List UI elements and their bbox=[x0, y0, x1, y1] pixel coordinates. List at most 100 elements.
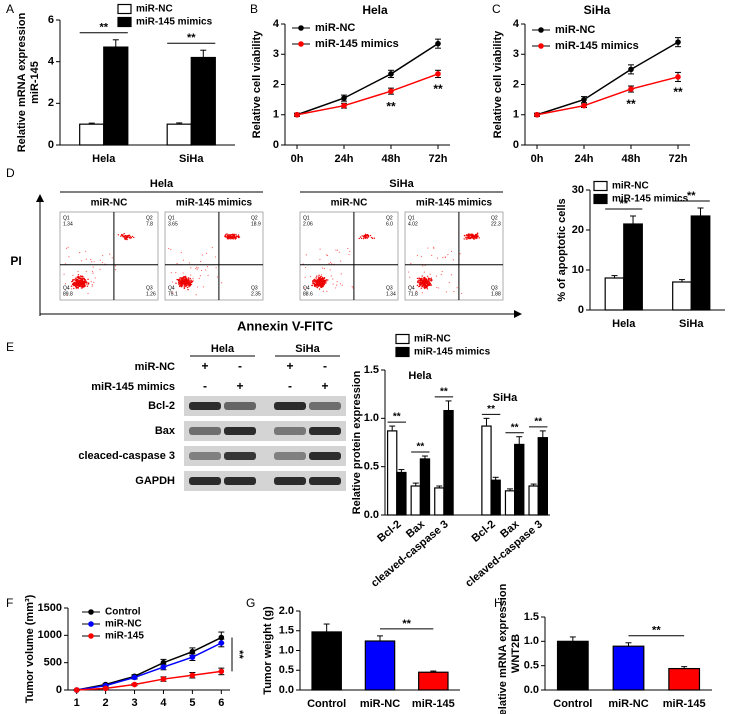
dot bbox=[365, 236, 367, 239]
dot bbox=[311, 280, 314, 282]
y-tick-label: 0 bbox=[578, 304, 584, 316]
y-axis-label: Relative protein expression bbox=[351, 370, 363, 514]
y-tick-label: 3 bbox=[513, 48, 519, 60]
dot bbox=[230, 233, 233, 236]
dot bbox=[126, 236, 128, 238]
dot bbox=[176, 263, 178, 265]
y-tick-label: 0.5 bbox=[279, 664, 294, 676]
dot bbox=[358, 237, 360, 240]
x-tick-label: Control bbox=[307, 698, 346, 710]
group-label: Hela bbox=[211, 343, 235, 355]
y-tick-label: 2 bbox=[48, 97, 54, 109]
dot bbox=[224, 235, 226, 237]
x-tick-label: Control bbox=[553, 698, 592, 710]
legend-label: miR-NC bbox=[555, 24, 595, 36]
blot-band bbox=[189, 402, 221, 410]
dot bbox=[81, 280, 83, 283]
dot bbox=[321, 277, 323, 280]
dot bbox=[441, 270, 443, 273]
plot-frame bbox=[59, 211, 159, 301]
blot-band bbox=[189, 427, 221, 435]
dot bbox=[189, 284, 192, 286]
dot bbox=[68, 256, 70, 258]
dot bbox=[335, 287, 337, 289]
condition-sign: - bbox=[203, 379, 207, 393]
data-point bbox=[675, 39, 681, 45]
quadrant-value: 88.6 bbox=[303, 291, 313, 297]
y-tick-label: 3 bbox=[273, 48, 279, 60]
dot bbox=[318, 274, 320, 277]
dot bbox=[221, 282, 223, 284]
bar bbox=[364, 640, 396, 691]
dot bbox=[424, 279, 427, 281]
legend-marker bbox=[298, 41, 304, 47]
condition-sign: - bbox=[323, 359, 327, 373]
dot bbox=[445, 291, 447, 293]
dot bbox=[351, 286, 353, 288]
legend-label: miR-145 mimics bbox=[414, 347, 491, 358]
quadrant-value: 2.06 bbox=[303, 221, 313, 227]
quadrant-name: Q3 bbox=[146, 285, 153, 291]
legend-swatch bbox=[395, 346, 410, 358]
dot bbox=[183, 280, 185, 282]
dot bbox=[91, 285, 93, 287]
dot bbox=[335, 249, 337, 251]
panel-letter: C bbox=[492, 2, 501, 16]
series-line bbox=[296, 73, 439, 116]
dot bbox=[472, 237, 475, 240]
x-tick-label: 2 bbox=[103, 697, 109, 709]
dot bbox=[183, 283, 185, 285]
dot bbox=[207, 274, 209, 277]
dot bbox=[304, 287, 306, 289]
dot bbox=[425, 286, 427, 288]
data-point bbox=[218, 640, 225, 646]
dot bbox=[81, 287, 84, 289]
dot bbox=[122, 235, 124, 237]
dot bbox=[304, 266, 307, 269]
dot bbox=[340, 273, 342, 275]
dot bbox=[182, 259, 185, 261]
dot bbox=[81, 284, 84, 287]
dot bbox=[74, 284, 76, 287]
data-point bbox=[294, 111, 300, 118]
dot bbox=[363, 236, 365, 239]
dot bbox=[234, 238, 236, 240]
dot bbox=[133, 236, 135, 239]
dot bbox=[366, 237, 368, 239]
dot bbox=[82, 285, 85, 287]
y-tick-label: 20 bbox=[572, 224, 584, 236]
legend-label: miR-145 mimics bbox=[612, 194, 689, 205]
x-tick-label: miR-NC bbox=[360, 698, 400, 710]
dot bbox=[320, 282, 323, 284]
blot-band bbox=[274, 477, 306, 485]
dot bbox=[361, 235, 363, 237]
significance-label: ** bbox=[386, 99, 396, 113]
dot bbox=[77, 287, 80, 290]
plot-title: miR-145 mimics bbox=[416, 198, 493, 209]
dot bbox=[180, 285, 183, 288]
dot bbox=[225, 233, 227, 236]
dot bbox=[330, 275, 332, 277]
dot bbox=[463, 238, 465, 240]
dot bbox=[463, 234, 466, 237]
bar bbox=[434, 487, 445, 516]
legend-swatch bbox=[117, 3, 132, 15]
protein-label: Bcl-2 bbox=[148, 400, 175, 412]
dot bbox=[468, 233, 470, 236]
group-label: SiHa bbox=[295, 343, 320, 355]
dot bbox=[436, 257, 439, 259]
dot bbox=[313, 278, 316, 281]
dot bbox=[180, 251, 182, 254]
y-axis-label: Relative cell viability bbox=[251, 30, 263, 138]
dot bbox=[373, 237, 376, 239]
dot bbox=[73, 279, 76, 281]
arrow-head bbox=[514, 310, 522, 318]
dot bbox=[316, 279, 318, 281]
dot bbox=[183, 281, 185, 284]
dot bbox=[214, 256, 217, 258]
dot bbox=[319, 258, 321, 261]
dot bbox=[189, 277, 191, 280]
dot bbox=[418, 276, 420, 279]
dot bbox=[362, 237, 365, 240]
dot bbox=[408, 271, 410, 273]
